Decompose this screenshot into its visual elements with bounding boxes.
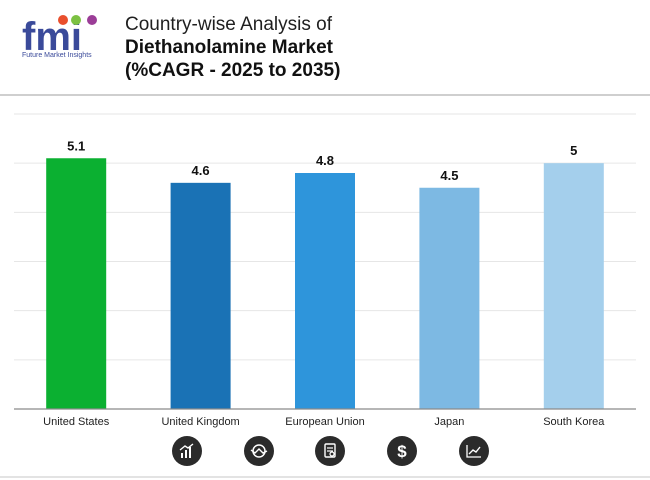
- value-label: 5: [570, 143, 577, 158]
- footer-icons: $: [0, 436, 650, 470]
- bar-united-states: [46, 158, 107, 409]
- category-label: European Union: [285, 416, 365, 428]
- value-label: 4.8: [316, 153, 334, 168]
- bar-united-kingdom: [170, 182, 231, 409]
- category-label: South Korea: [543, 416, 605, 428]
- chart-analysis-icon: [244, 436, 274, 466]
- value-label: 4.5: [440, 168, 458, 183]
- category-label: United Kingdom: [161, 416, 239, 428]
- title-line-1: Country-wise Analysis of: [125, 14, 332, 35]
- footer-divider: [0, 476, 650, 478]
- value-label: 4.6: [192, 163, 210, 178]
- header-divider: [0, 94, 650, 96]
- svg-text:$: $: [397, 442, 407, 460]
- title-line-3: (%CAGR - 2025 to 2035): [125, 60, 341, 81]
- line-chart-icon: [459, 436, 489, 466]
- fmi-logo: fmi: [22, 15, 97, 59]
- category-label: Japan: [434, 416, 464, 428]
- title-line-2: Diethanolamine Market: [125, 37, 333, 58]
- dollar-icon: $: [387, 436, 417, 466]
- category-label: United States: [43, 416, 110, 428]
- bar-japan: [419, 187, 480, 409]
- bar-european-union: [295, 173, 355, 409]
- bar-south-korea: [543, 163, 604, 409]
- document-search-icon: [315, 436, 345, 466]
- logo-subtitle: Future Market Insights: [22, 52, 92, 59]
- header: fmi Future Market Insights Country-wise …: [0, 0, 650, 95]
- chart-title: Country-wise Analysis of Diethanolamine …: [125, 13, 340, 82]
- bar-chart-icon: [172, 436, 202, 466]
- bar-chart: 5.1 United States 4.6 United Kingdom 4.8 Euro…: [14, 113, 636, 428]
- value-label: 5.1: [67, 138, 85, 153]
